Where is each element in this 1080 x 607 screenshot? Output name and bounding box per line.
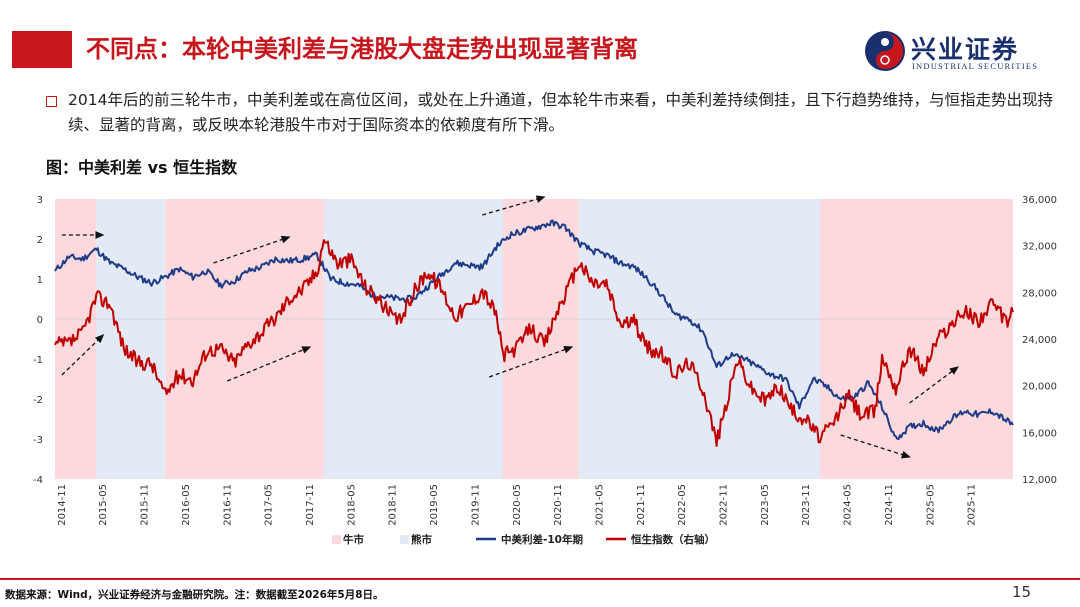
chart: 3 2 1 0 -1 -2 -3 -4 36,000 32,000 28,000 24,000 20,0… <box>33 195 1057 546</box>
x-tick-label: 2021-05 <box>594 484 605 526</box>
y-left-tick-label: 1 <box>37 275 43 286</box>
y-right-tick-label: 16,000 <box>1022 428 1057 439</box>
bullet-square-icon <box>46 96 57 107</box>
logo-mark-icon <box>865 31 905 71</box>
y-right-tick-label: 36,000 <box>1022 195 1057 206</box>
x-tick-label: 2015-05 <box>98 484 109 526</box>
trend-arrow <box>213 235 291 264</box>
figure-title: 图：中美利差 vs 恒生指数 <box>46 158 238 177</box>
x-tick-label: 2019-05 <box>429 484 440 526</box>
trend-arrow <box>488 345 574 378</box>
x-tick-label: 2022-11 <box>719 484 730 526</box>
y-right-tick-label: 20,000 <box>1022 382 1057 393</box>
x-tick-label: 2025-05 <box>925 484 936 526</box>
company-logo: 兴业证券 INDUSTRIAL SECURITIES <box>863 29 1063 75</box>
x-tick-label: 2025-11 <box>967 484 978 526</box>
trend-arrow <box>482 195 546 216</box>
x-tick-label: 2019-11 <box>470 484 481 526</box>
y-left-tick-label: -3 <box>33 435 43 446</box>
legend-label: 牛市 <box>343 533 364 546</box>
x-tick-label: 2015-11 <box>140 484 151 526</box>
title-accent-bar <box>12 31 72 68</box>
x-tick-label: 2023-11 <box>801 484 812 526</box>
x-tick-label: 2020-11 <box>553 484 564 526</box>
regime-band-bear <box>578 199 821 479</box>
x-tick-label: 2022-05 <box>677 484 688 526</box>
legend-label: 恒生指数（右轴） <box>631 533 715 546</box>
y-left-tick-label: -4 <box>33 475 43 486</box>
x-tick-label: 2016-11 <box>222 484 233 526</box>
y-right-tick-label: 24,000 <box>1022 335 1057 346</box>
y-left-tick-label: 3 <box>37 195 43 206</box>
series-line-hsi <box>54 239 1014 447</box>
x-tick-label: 2014-11 <box>57 484 68 526</box>
legend-label: 中美利差-10年期 <box>501 533 583 546</box>
logo-cn-text: 兴业证券 <box>911 35 1020 64</box>
logo-en-text: INDUSTRIAL SECURITIES <box>912 61 1039 71</box>
x-tick-label: 2018-05 <box>346 484 357 526</box>
bullet-text: 2014年后的前三轮牛市，中美利差或在高位区间，或处在上升通道，但本轮牛市来看，… <box>68 91 1053 134</box>
y-right-tick-label: 12,000 <box>1022 475 1057 486</box>
x-tick-label: 2021-11 <box>636 484 647 526</box>
x-tick-label: 2020-05 <box>512 484 523 526</box>
y-left-tick-label: 0 <box>37 315 43 326</box>
y-left-tick-label: -1 <box>33 355 43 366</box>
trend-arrow <box>909 366 959 404</box>
footer-divider <box>0 578 1080 580</box>
y-right-tick-label: 28,000 <box>1022 288 1057 299</box>
source-note: 数据来源：Wind，兴业证券经济与金融研究院。注：数据截至2026年5月8日。 <box>5 589 384 601</box>
x-tick-label: 2024-05 <box>843 484 854 526</box>
legend-swatch-bull <box>332 535 341 544</box>
regime-band-bear <box>96 199 166 479</box>
y-right-tick-label: 32,000 <box>1022 242 1057 253</box>
x-tick-label: 2018-11 <box>388 484 399 526</box>
x-tick-label: 2016-05 <box>181 484 192 526</box>
trend-arrow <box>840 434 911 459</box>
x-tick-label: 2017-11 <box>305 484 316 526</box>
x-tick-label: 2017-05 <box>264 484 275 526</box>
x-tick-label: 2024-11 <box>884 484 895 526</box>
regime-band-bull <box>502 199 579 479</box>
trend-arrow <box>227 346 312 382</box>
regime-band-bull <box>820 199 1013 479</box>
trend-arrow <box>61 334 105 376</box>
page-title: 不同点：本轮中美利差与港股大盘走势出现显著背离 <box>86 35 638 63</box>
x-tick-label: 2023-05 <box>760 484 771 526</box>
y-left-tick-label: -2 <box>33 395 43 406</box>
page-number: 15 <box>1012 583 1032 601</box>
y-left-tick-label: 2 <box>37 235 43 246</box>
regime-band-bear <box>323 199 503 479</box>
regime-band-bull <box>165 199 324 479</box>
legend-label: 熊市 <box>411 533 432 546</box>
legend-swatch-bear <box>400 535 409 544</box>
